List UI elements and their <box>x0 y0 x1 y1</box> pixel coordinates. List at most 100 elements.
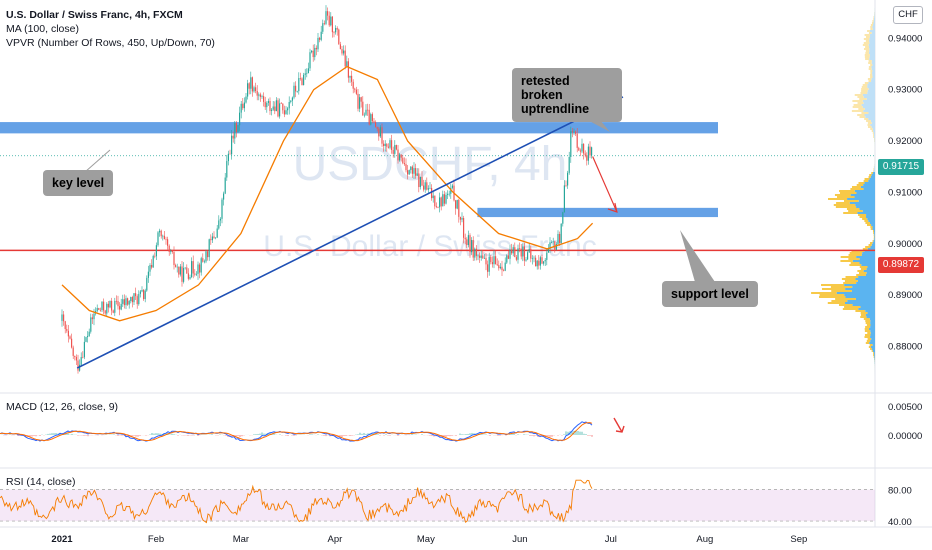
volume-profile-down <box>840 256 857 258</box>
candle-body <box>255 87 257 92</box>
volume-profile-up <box>867 86 875 88</box>
candle-body <box>179 266 181 275</box>
volume-profile-down <box>870 28 873 30</box>
volume-profile-up <box>845 288 875 290</box>
macd-histogram-bar <box>171 433 173 435</box>
currency-button[interactable]: CHF <box>893 6 923 24</box>
candle-body <box>88 331 90 336</box>
volume-profile-up <box>871 122 875 124</box>
volume-profile-down <box>870 76 873 78</box>
macd-histogram-bar <box>253 434 255 435</box>
candle-body <box>373 121 375 123</box>
volume-profile-up <box>871 244 875 246</box>
candle-body <box>248 83 250 89</box>
volume-profile-down <box>857 270 864 272</box>
volume-profile-up <box>855 204 875 206</box>
candle-body <box>202 258 204 262</box>
macd-histogram-bar <box>135 435 137 437</box>
volume-profile-up <box>867 84 875 86</box>
volume-profile-down <box>868 176 871 178</box>
candle-body <box>194 273 196 275</box>
candle-body <box>267 101 269 103</box>
candle-body <box>376 127 378 129</box>
macd-histogram-bar <box>505 435 507 436</box>
volume-profile-up <box>874 354 875 356</box>
macd-histogram-bar <box>211 434 213 435</box>
candle-body <box>461 217 463 220</box>
candle-body <box>250 77 252 89</box>
volume-profile-up <box>872 242 875 244</box>
price-tick-label: 0.90000 <box>888 239 922 250</box>
rsi-legend[interactable]: RSI (14, close) <box>6 476 76 488</box>
volume-profile-down <box>842 308 859 310</box>
volume-profile-up <box>867 248 875 250</box>
volume-profile-up <box>869 48 875 50</box>
candle-body <box>448 193 450 195</box>
candle-body <box>69 336 71 339</box>
candle-body <box>547 249 549 253</box>
candle-body <box>352 81 354 89</box>
candle-body <box>99 309 101 311</box>
candle-body <box>155 245 157 257</box>
candle-body <box>266 102 268 108</box>
candle-body <box>317 37 319 50</box>
candle-body <box>459 216 461 220</box>
macd-histogram-bar <box>449 435 451 437</box>
candle-body <box>434 195 436 207</box>
volume-profile-up <box>869 30 875 32</box>
volume-profile-up <box>869 178 875 180</box>
macd-legend[interactable]: MACD (12, 26, close, 9) <box>6 401 119 413</box>
volume-profile-up <box>874 236 875 238</box>
volume-profile-down <box>865 322 871 324</box>
candle-body <box>427 188 429 190</box>
candle-body <box>343 50 345 54</box>
candle-body <box>306 73 308 74</box>
macd-histogram-bar <box>351 435 353 436</box>
candle-body <box>509 249 511 259</box>
candle-body <box>341 49 343 54</box>
candle-body <box>120 303 122 310</box>
volume-profile-up <box>874 166 875 168</box>
candle-body <box>299 78 301 79</box>
candle-body <box>429 187 431 189</box>
volume-profile-down <box>873 16 875 18</box>
volume-profile-up <box>871 32 875 34</box>
volume-profile-down <box>864 220 869 222</box>
candle-body <box>562 212 564 224</box>
volume-profile-down <box>864 330 871 332</box>
candle-body <box>493 256 495 265</box>
candle-body <box>322 23 324 32</box>
volume-profile-down <box>871 172 873 174</box>
volume-profile-down <box>854 94 863 96</box>
ma-legend[interactable]: MA (100, close) <box>6 23 79 35</box>
candle-body <box>496 264 498 266</box>
candle-body <box>472 240 474 258</box>
volume-profile-up <box>852 286 875 288</box>
macd-histogram-bar <box>511 433 513 435</box>
candle-body <box>367 109 369 111</box>
macd-histogram-bar <box>241 435 243 437</box>
retested-callout[interactable]: retested broken uptrendline <box>512 68 622 122</box>
volume-profile-up <box>862 106 875 108</box>
volume-profile-up <box>870 120 875 122</box>
candle-body <box>128 301 130 305</box>
candle-body <box>208 239 210 258</box>
volume-profile-up <box>866 216 875 218</box>
vpvr-legend[interactable]: VPVR (Number Of Rows, 450, Up/Down, 70) <box>6 37 215 49</box>
volume-profile-up <box>862 100 875 102</box>
volume-profile-up <box>851 290 875 292</box>
volume-profile-up <box>872 172 875 174</box>
volume-profile-down <box>853 104 862 106</box>
candle-body <box>589 146 591 156</box>
support-level-callout[interactable]: support level <box>662 281 758 307</box>
volume-profile-down <box>857 96 864 98</box>
candle-body <box>391 140 393 150</box>
macd-histogram-bar <box>497 435 499 436</box>
candle-body <box>520 248 522 257</box>
key-level-callout[interactable]: key level <box>43 170 114 196</box>
candle-body <box>151 265 153 268</box>
candle-body <box>309 52 311 69</box>
key-level-zone <box>0 122 718 134</box>
volume-profile-up <box>871 60 875 62</box>
